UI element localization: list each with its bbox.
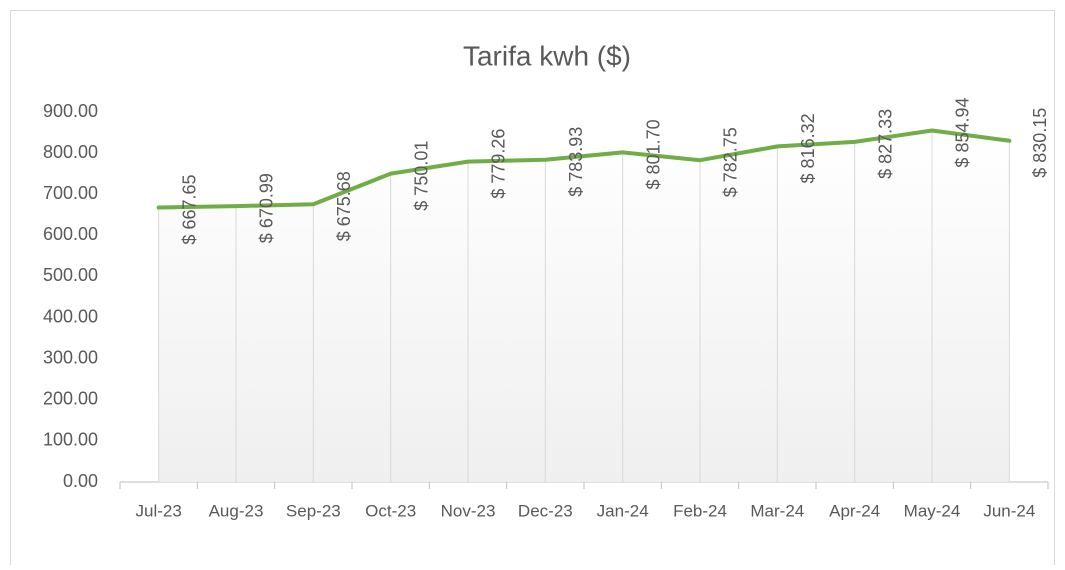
- data-label: $ 783.93: [566, 127, 586, 197]
- chart-title: Tarifa kwh ($): [463, 40, 631, 71]
- data-label: $ 667.65: [179, 174, 199, 244]
- y-tick-label: 800.00: [43, 142, 98, 162]
- data-label: $ 830.15: [1030, 108, 1050, 178]
- data-label: $ 827.33: [875, 109, 895, 179]
- x-tick-label: Feb-24: [673, 501, 727, 520]
- data-label: $ 801.70: [643, 119, 663, 189]
- data-label: $ 779.26: [489, 129, 509, 199]
- y-tick-label: 600.00: [43, 224, 98, 244]
- x-tick-label: Mar-24: [750, 501, 804, 520]
- y-tick-label: 900.00: [43, 101, 98, 121]
- x-tick-label: May-24: [904, 501, 961, 520]
- data-label: $ 675.68: [334, 171, 354, 241]
- data-label: $ 782.75: [721, 127, 741, 197]
- data-label: $ 816.32: [798, 113, 818, 183]
- data-label: $ 750.01: [411, 141, 431, 211]
- x-tick-label: Apr-24: [829, 501, 880, 520]
- x-tick-label: Dec-23: [518, 501, 573, 520]
- y-tick-label: 400.00: [43, 306, 98, 326]
- x-tick-label: Nov-23: [441, 501, 496, 520]
- y-tick-label: 0.00: [63, 471, 98, 491]
- data-line: [156, 128, 1012, 210]
- y-tick-label: 100.00: [43, 430, 98, 450]
- x-tick-label: Jun-24: [983, 501, 1035, 520]
- y-tick-label: 300.00: [43, 347, 98, 367]
- data-label: $ 854.94: [953, 97, 973, 167]
- x-tick-label: Sep-23: [286, 501, 341, 520]
- x-tick-label: Jul-23: [136, 501, 182, 520]
- x-tick-label: Aug-23: [209, 501, 264, 520]
- y-tick-label: 700.00: [43, 183, 98, 203]
- line-area: [158, 130, 1010, 483]
- x-tick-label: Jan-24: [597, 501, 649, 520]
- y-tick-label: 200.00: [43, 389, 98, 409]
- data-label: $ 670.99: [257, 173, 277, 243]
- y-tick-label: 500.00: [43, 265, 98, 285]
- x-tick-label: Oct-23: [365, 501, 416, 520]
